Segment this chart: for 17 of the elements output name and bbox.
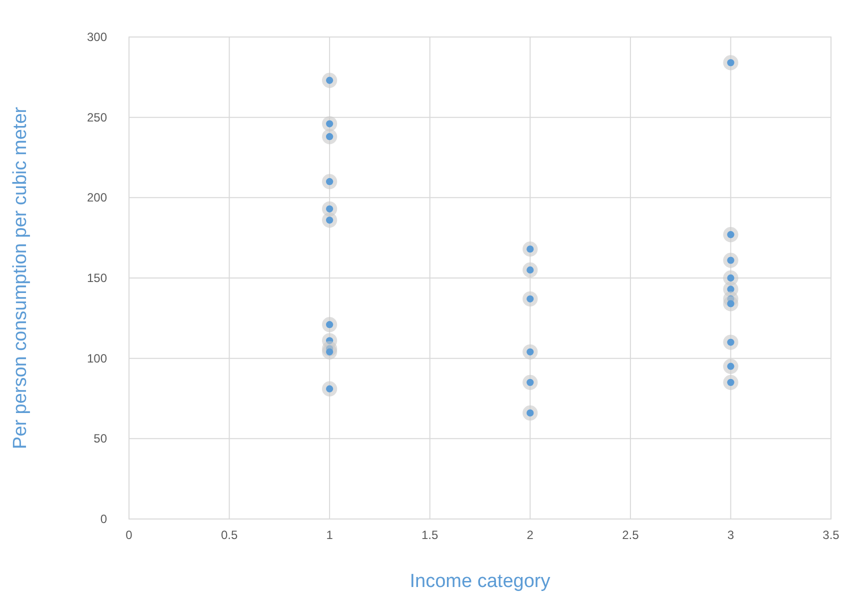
y-tick-label: 100 xyxy=(86,351,108,366)
x-tick-label: 3 xyxy=(727,528,734,542)
y-tick-label: 200 xyxy=(86,190,108,205)
y-tick-label: 0 xyxy=(100,512,108,526)
x-tick-label: 0 xyxy=(126,528,133,542)
y-tick-label: 300 xyxy=(86,30,108,44)
x-tick-label: 2 xyxy=(526,528,534,542)
x-tick-label: 1 xyxy=(326,528,334,542)
x-axis-title: Income category xyxy=(410,571,551,592)
y-tick-label: 150 xyxy=(86,271,108,285)
y-tick-label: 50 xyxy=(94,432,108,446)
x-tick-label: 2.5 xyxy=(622,528,640,542)
y-tick-label: 250 xyxy=(86,110,108,124)
x-tick-label: 0.5 xyxy=(220,528,238,542)
x-tick-label: 3.5 xyxy=(822,528,840,542)
y-axis-title: Per person consumption per cubic meter xyxy=(10,106,31,450)
x-tick-label: 1.5 xyxy=(422,528,439,542)
